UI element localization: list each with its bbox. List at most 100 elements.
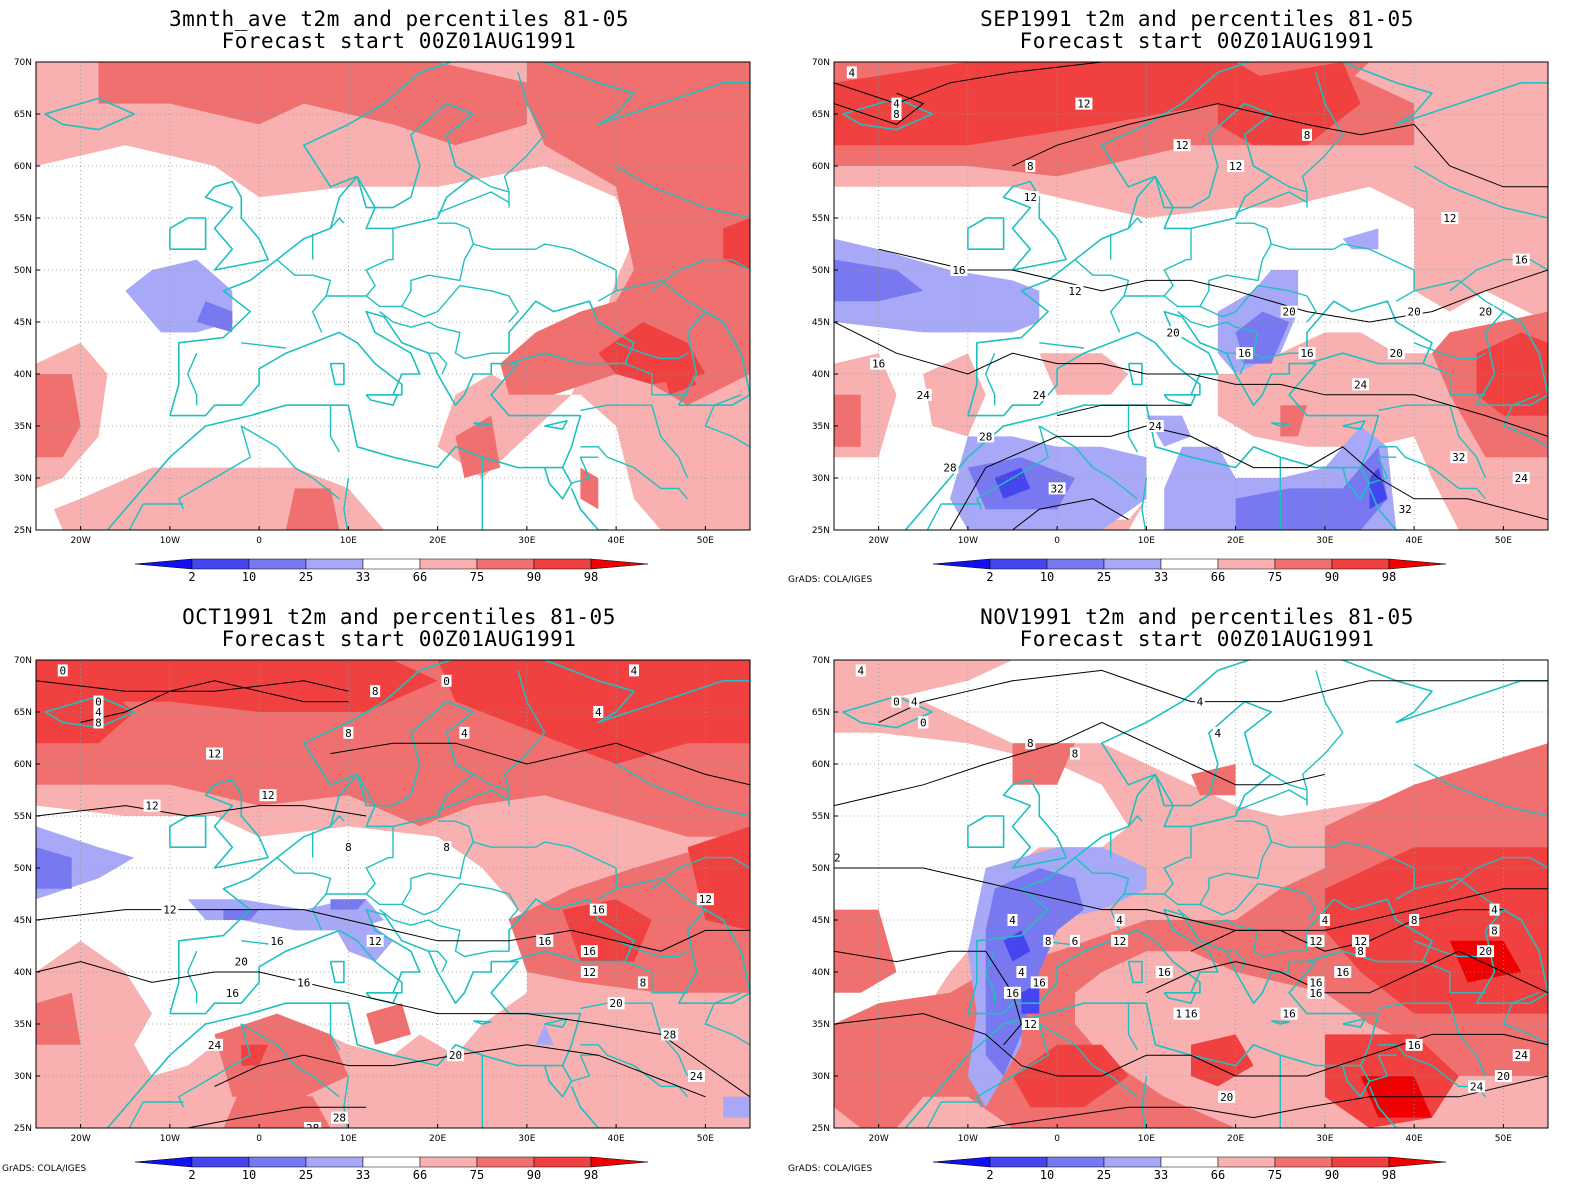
contour-label: 28 [663, 1028, 676, 1041]
contour-label: 16 [1408, 1039, 1421, 1052]
contour-label: 8 [1072, 748, 1079, 761]
contour-label: 32 [1051, 482, 1064, 495]
contour-label: 8 [1411, 914, 1418, 927]
country-border [976, 1023, 1049, 1108]
lat-tick-label: 60N [14, 162, 32, 172]
contour-label-bg [914, 388, 932, 401]
country-border [1270, 773, 1308, 791]
percentile-shading-p2_10 [1003, 930, 1031, 962]
contour-label: 12 [145, 800, 158, 813]
lat-tick-label: 30N [812, 474, 830, 484]
coastline [473, 422, 492, 427]
country-border [472, 175, 510, 193]
country-border [240, 425, 340, 500]
temperature-contour [36, 805, 367, 817]
country-border [615, 165, 750, 219]
percentile-shading-p90_98 [723, 218, 750, 270]
contour-label-bg [1030, 976, 1048, 989]
coastline [1002, 778, 1067, 869]
country-border [651, 258, 750, 292]
percentile-shading-p2_10 [994, 467, 1031, 499]
contour-label-bg [1319, 914, 1330, 926]
contour-label: 8 [345, 841, 352, 854]
contour-label: 8 [443, 841, 450, 854]
colorbar-segment [134, 558, 193, 570]
colorbar-segment [989, 1156, 1048, 1168]
colorbar-segment [1217, 1156, 1276, 1168]
temperature-contour [36, 961, 750, 1098]
lon-tick-label: 40E [1406, 536, 1423, 546]
contour-label: 4 [1009, 914, 1016, 927]
contour-label-bg [1007, 914, 1018, 926]
coastline [1368, 488, 1406, 530]
contour-label-bg [687, 1070, 705, 1082]
colorbar-segment [533, 558, 592, 570]
country-border [615, 763, 750, 817]
country-border [615, 342, 688, 360]
contour-label: 8 [1027, 737, 1034, 750]
contour-label: 32 [1399, 503, 1412, 516]
contour-label-bg [1512, 1049, 1530, 1062]
colorbar-tick-label: 75 [470, 1168, 484, 1182]
panel-oct1991: OCT1991 t2m and percentiles 81-05 Foreca… [0, 598, 798, 1196]
temperature-contour [834, 92, 925, 125]
coastline [1306, 898, 1433, 963]
coastline [1342, 1018, 1366, 1028]
contour-label-bg [580, 945, 598, 958]
lat-tick-label: 35N [812, 422, 830, 432]
lat-tick-label: 50N [812, 864, 830, 874]
lon-tick-label: 10W [160, 536, 180, 546]
percentile-shading-p75_90 [526, 62, 750, 406]
contour-label: 16 [1336, 966, 1349, 979]
colorbar-tick-label: 90 [1325, 1168, 1339, 1182]
lat-tick-label: 65N [812, 708, 830, 718]
country-border [571, 1054, 599, 1082]
lon-tick-label: 40E [608, 1134, 625, 1144]
contour-label: 0 [95, 696, 102, 709]
map-p1: 70N 65N 60N 55N 50N 45N 40N 35N 30N 25N 20W 10W 0 10E… [14, 58, 751, 584]
contour-label-bg [891, 108, 902, 120]
colorbar-segment [1388, 1156, 1447, 1168]
colorbar-segment [362, 1156, 421, 1168]
percentile-shading-p75_90 [834, 909, 897, 993]
contour-label-bg [696, 893, 714, 906]
country-border [580, 1002, 689, 1077]
contour-label: 0 [443, 675, 450, 688]
coastline [106, 908, 582, 1128]
coastline [169, 815, 207, 848]
colorbar-tick-label: 98 [584, 1168, 598, 1182]
country-border [1124, 228, 1192, 297]
contour-label: 20 [1283, 306, 1296, 319]
colorbar-segment [191, 558, 250, 570]
contour-label-bg [223, 986, 241, 999]
contour-label: 12 [1077, 98, 1090, 111]
percentile-shading-p25_33 [834, 238, 1040, 333]
colorbar-segment [1103, 1156, 1162, 1168]
coastline [677, 908, 750, 1004]
coastline [544, 1018, 568, 1028]
contour-label-bg [1146, 420, 1164, 432]
colorbar-tick-label: 98 [1382, 570, 1396, 584]
lon-tick-label: 20W [868, 536, 888, 546]
country-border [651, 856, 750, 890]
contour-label: 8 [1304, 129, 1311, 142]
percentile-shading-p90_98 [1476, 332, 1548, 416]
percentile-shading-p90_98 [834, 62, 1272, 146]
country-border [1413, 763, 1548, 817]
country-border [240, 1023, 340, 1098]
lon-tick-label: 10E [1138, 1134, 1155, 1144]
country-border [401, 882, 519, 921]
lat-tick-label: 45N [14, 916, 32, 926]
percentile-shading-p25_33 [1342, 228, 1379, 250]
contour-label: 8 [345, 727, 352, 740]
lat-tick-label: 65N [14, 708, 32, 718]
country-border [187, 352, 198, 406]
contour-label-bg [1405, 1038, 1423, 1051]
contour-label-bg [661, 1028, 679, 1041]
contour-label: 16 [297, 976, 310, 989]
colorbar-tick-label: 33 [356, 1168, 370, 1182]
country-border [1235, 789, 1308, 812]
temperature-contour [1012, 103, 1548, 188]
coastline [677, 310, 750, 406]
contour-label-bg [855, 664, 866, 677]
